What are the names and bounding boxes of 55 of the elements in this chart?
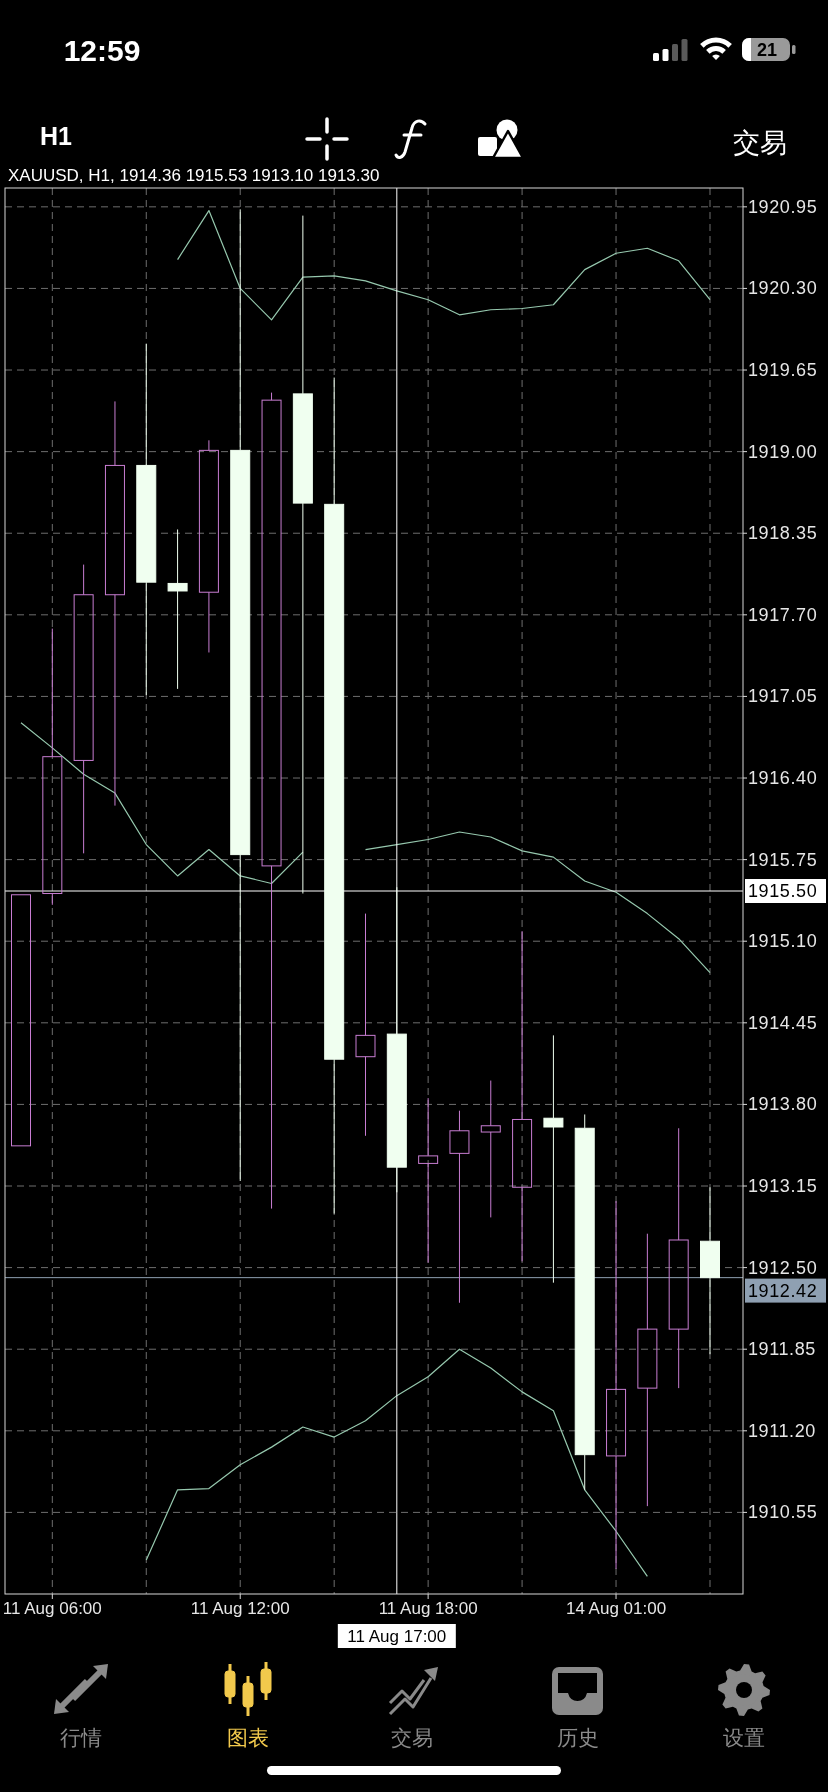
- x-tick-label: 11 Aug 06:00: [2, 1598, 102, 1618]
- y-tick-label: 1911.20: [748, 1420, 816, 1441]
- y-tick-label: 1910.55: [748, 1502, 818, 1523]
- y-tick-label: 1916.40: [748, 768, 818, 789]
- candlestick: [700, 1186, 720, 1355]
- text: 交易: [733, 127, 787, 158]
- text: H1: [40, 122, 73, 150]
- text: 21: [756, 40, 778, 60]
- text: 交易: [391, 1726, 433, 1750]
- candlestick: [104, 400, 125, 807]
- y-tick-label: 1919.65: [748, 360, 818, 381]
- y-tick-label: 1920.30: [748, 278, 818, 299]
- candlestick: [637, 1233, 658, 1507]
- y-tick-label: 1920.95: [748, 196, 818, 217]
- candlestick: [606, 1200, 627, 1570]
- candlestick: [42, 628, 63, 906]
- text: 11 Aug 17:00: [347, 1626, 447, 1646]
- y-tick-label: 1918.35: [748, 523, 818, 544]
- candlestick: [292, 215, 313, 895]
- candlestick: [167, 528, 188, 690]
- line-series: [176, 210, 711, 321]
- chart-title: XAUUSD, H1, 1914.36 1915.53 1913.10 1913.30: [8, 166, 380, 185]
- candlestick: [355, 913, 376, 1137]
- y-tick-label: 1912.50: [748, 1257, 818, 1278]
- x-tick-label: 11 Aug 12:00: [190, 1598, 290, 1618]
- candlestick: [198, 439, 219, 653]
- text: 图表: [227, 1726, 269, 1750]
- y-tick-label: 1917.70: [748, 604, 818, 625]
- text: 设置: [723, 1726, 765, 1750]
- candlestick: [480, 1080, 501, 1218]
- candlestick: [574, 1113, 595, 1491]
- y-tick-label: 1917.05: [748, 686, 818, 707]
- y-tick-label: 1915.75: [748, 849, 818, 870]
- candlestick: [512, 930, 533, 1262]
- ref-line-label: 1912.42: [748, 1280, 818, 1301]
- y-tick-label: 1913.80: [748, 1094, 818, 1115]
- y-tick-label: 1913.15: [748, 1176, 818, 1197]
- candlestick: [543, 1034, 564, 1284]
- y-tick-label: 1914.45: [748, 1012, 818, 1033]
- candlestick: [136, 343, 157, 696]
- candlestick: [449, 1110, 470, 1304]
- candlestick: [418, 1097, 439, 1264]
- x-tick-label: 11 Aug 18:00: [378, 1598, 478, 1618]
- y-tick-label: 1919.00: [748, 441, 818, 462]
- candlestick: [668, 1127, 689, 1389]
- candlestick: [386, 886, 407, 1193]
- x-tick-label: 14 Aug 01:00: [565, 1598, 667, 1618]
- ref-line-label: 1915.50: [748, 881, 818, 901]
- y-tick-label: 1911.85: [748, 1339, 816, 1360]
- text: 历史: [557, 1726, 599, 1750]
- text: 12:59: [63, 34, 141, 67]
- line-series: [145, 1348, 648, 1578]
- y-tick-label: 1915.10: [748, 931, 818, 952]
- text: 行情: [60, 1726, 102, 1750]
- candlestick: [73, 564, 94, 854]
